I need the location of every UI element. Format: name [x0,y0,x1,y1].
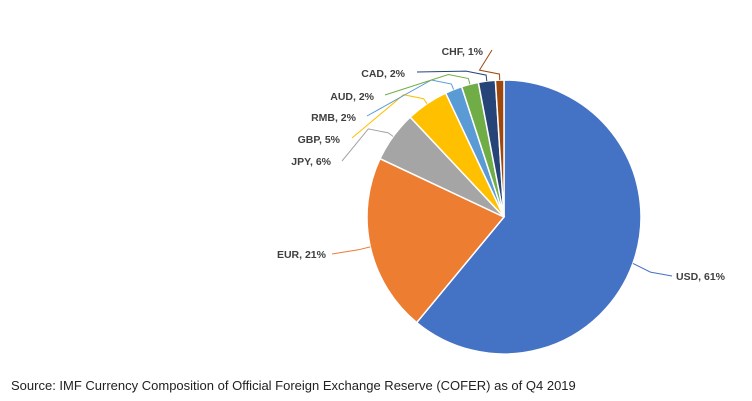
leader-line-cad [416,70,488,82]
pie-slice-eur [366,157,506,324]
data-label-gbp: GBP, 5% [298,134,341,146]
leader-line-chf [478,49,501,81]
pie-slices [366,79,642,355]
data-label-cad: CAD, 2% [361,68,405,80]
source-note: Source: IMF Currency Composition of Offi… [11,378,576,393]
pie-chart-svg: USD, 61% EUR, 21% JPY, 6% GBP, 5% RMB, 2% AUD… [277,46,726,355]
leader-line-aud [384,73,471,96]
leader-line-rmb [366,79,455,117]
data-label-eur: EUR, 21% [277,249,327,261]
leader-line-usd [632,262,673,277]
leader-line-gbp [351,94,428,139]
leader-lines [331,49,673,277]
data-label-aud: AUD, 2% [330,91,374,103]
data-labels: USD, 61% EUR, 21% JPY, 6% GBP, 5% RMB, 2% AUD… [277,46,726,283]
data-label-rmb: RMB, 2% [311,112,357,124]
pie-chart: USD, 61% EUR, 21% JPY, 6% GBP, 5% RMB, 2% AUD… [277,46,726,355]
leader-line-eur [331,246,371,255]
data-label-chf: CHF, 1% [442,46,484,58]
data-label-usd: USD, 61% [676,271,726,283]
data-label-jpy: JPY, 6% [291,156,331,168]
leader-line-jpy [341,128,394,162]
